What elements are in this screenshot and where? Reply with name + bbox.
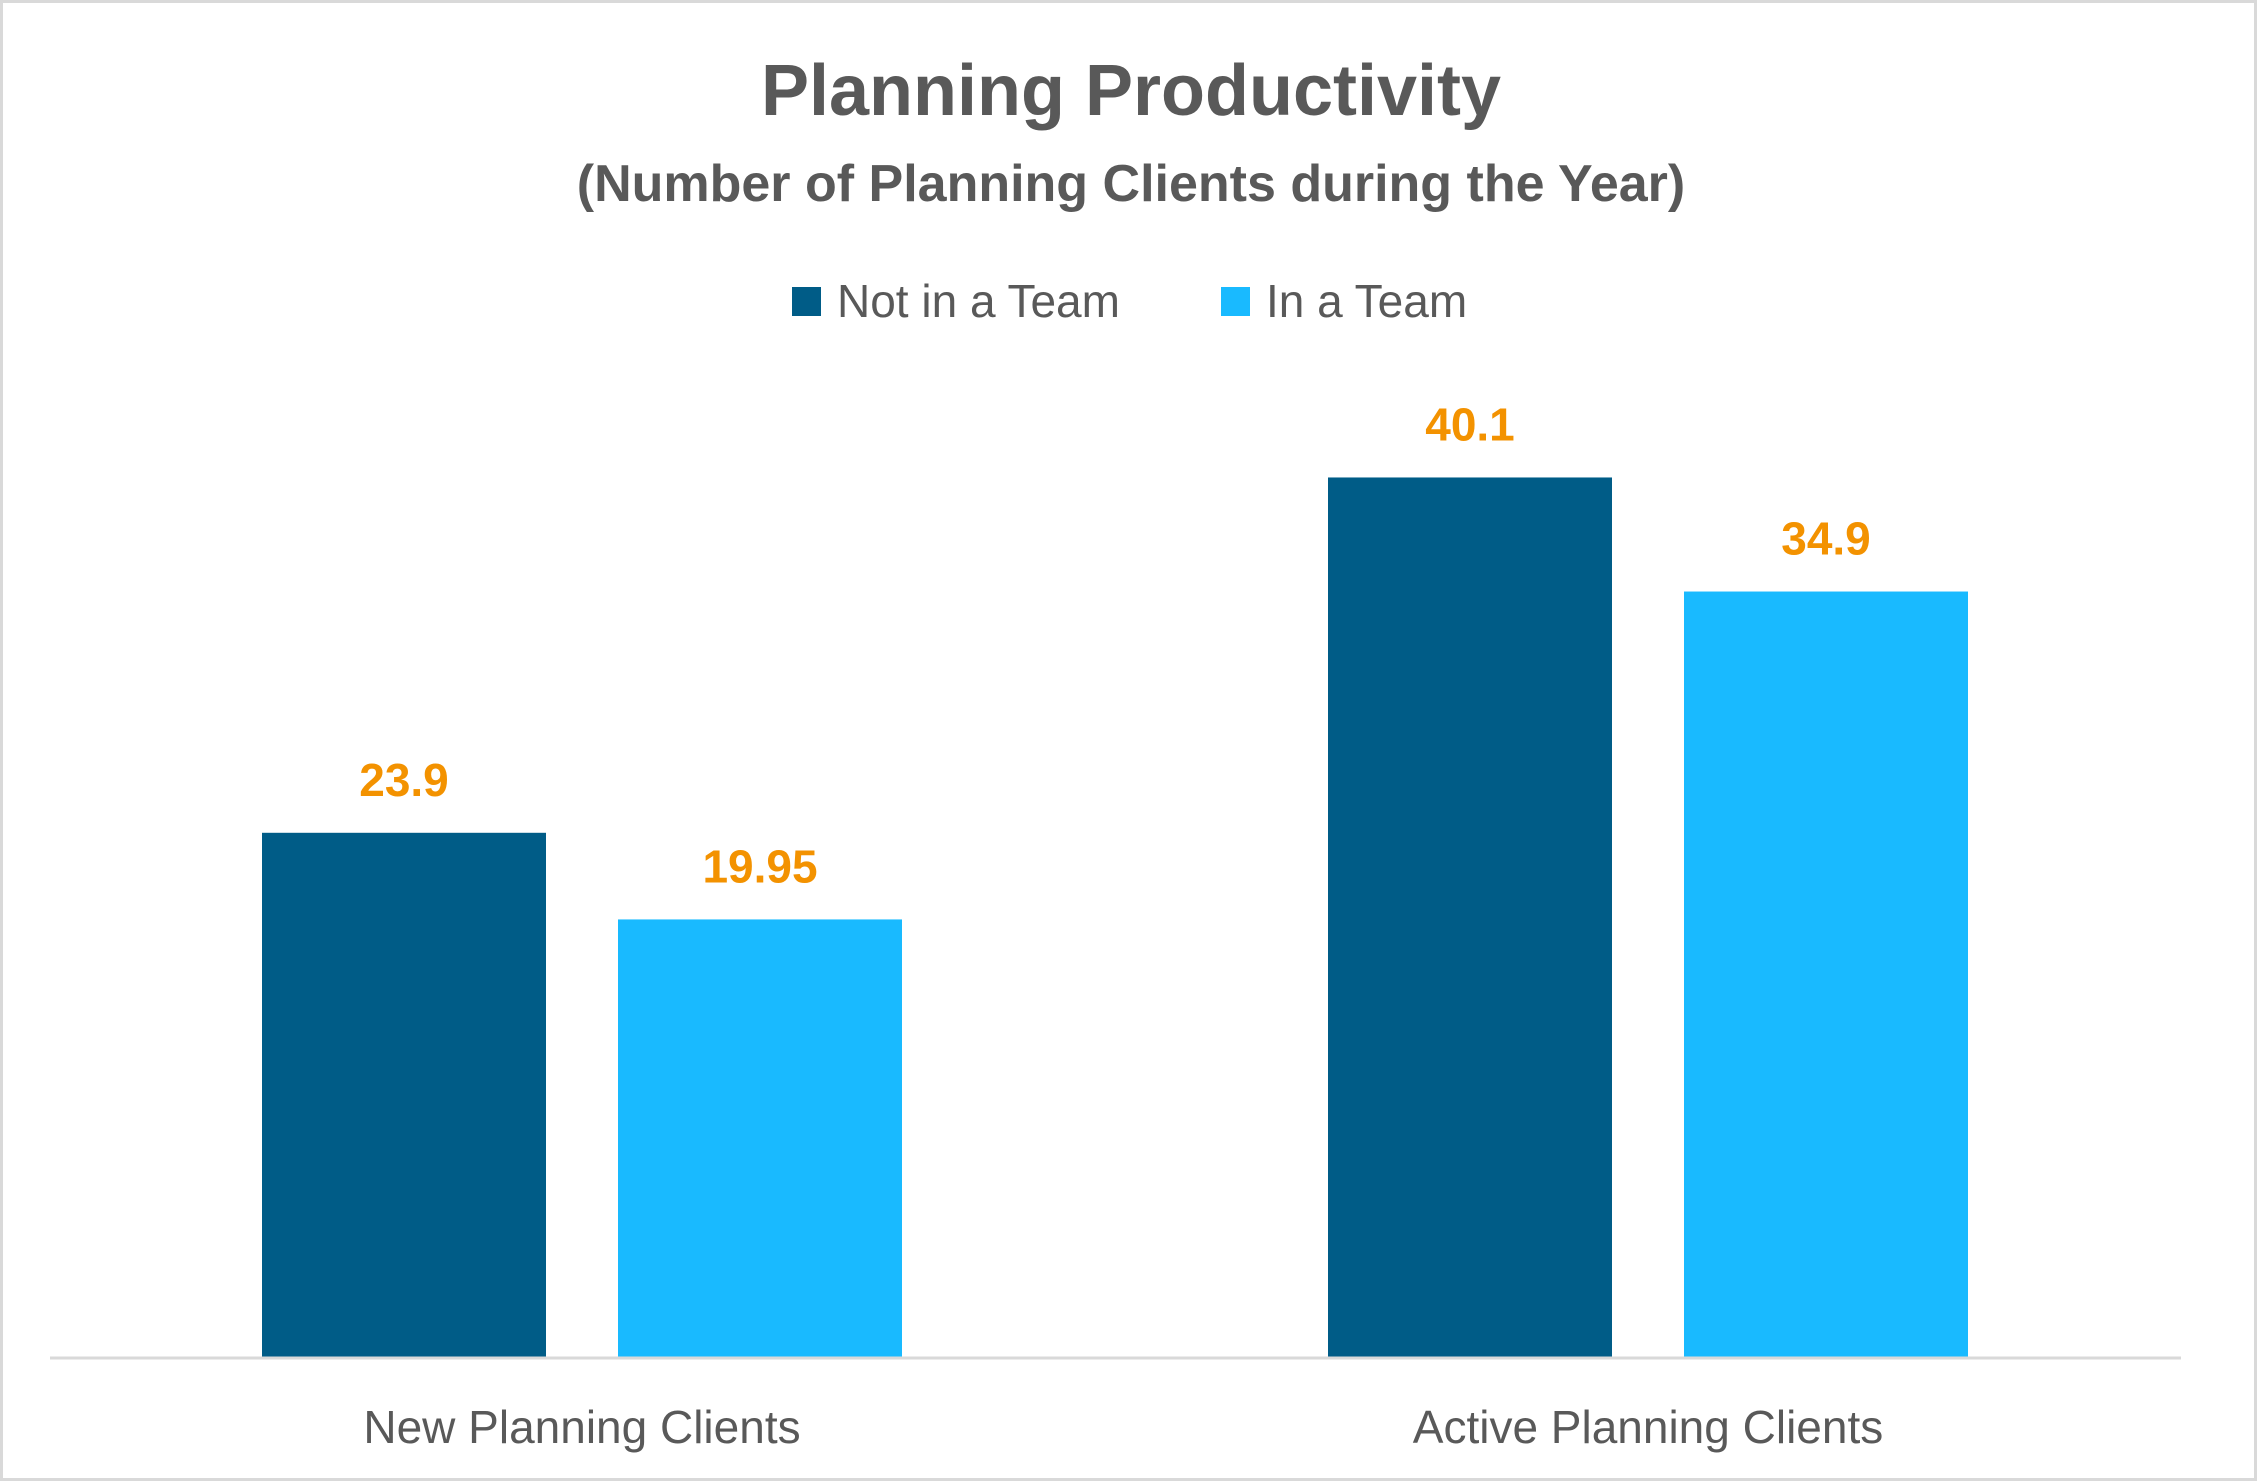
bar-1-1 [1684,591,1968,1357]
bar-0-1 [1328,477,1612,1357]
x-tick-label: New Planning Clients [363,1401,800,1453]
x-axis-labels: New Planning Clients Active Planning Clie… [363,1401,1883,1453]
data-label: 23.9 [359,754,449,806]
legend-swatch [1221,287,1250,316]
bar-chart: Planning Productivity (Number of Plannin… [50,51,2181,1453]
legend-label: Not in a Team [837,275,1120,327]
chart-subtitle: (Number of Planning Clients during the Y… [577,155,1685,213]
data-label: 34.9 [1781,513,1871,565]
legend: Not in a Team In a Team [792,275,1467,327]
data-label: 40.1 [1425,398,1515,450]
bars: 23.9 19.95 40.1 34.9 [262,398,1968,1357]
x-tick-label: Active Planning Clients [1413,1401,1883,1453]
bar-0-0 [262,832,546,1357]
bar-1-0 [618,919,902,1357]
legend-label: In a Team [1266,275,1467,327]
legend-swatch [792,287,821,316]
chart-title: Planning Productivity [761,51,1501,131]
data-label: 19.95 [702,840,817,892]
